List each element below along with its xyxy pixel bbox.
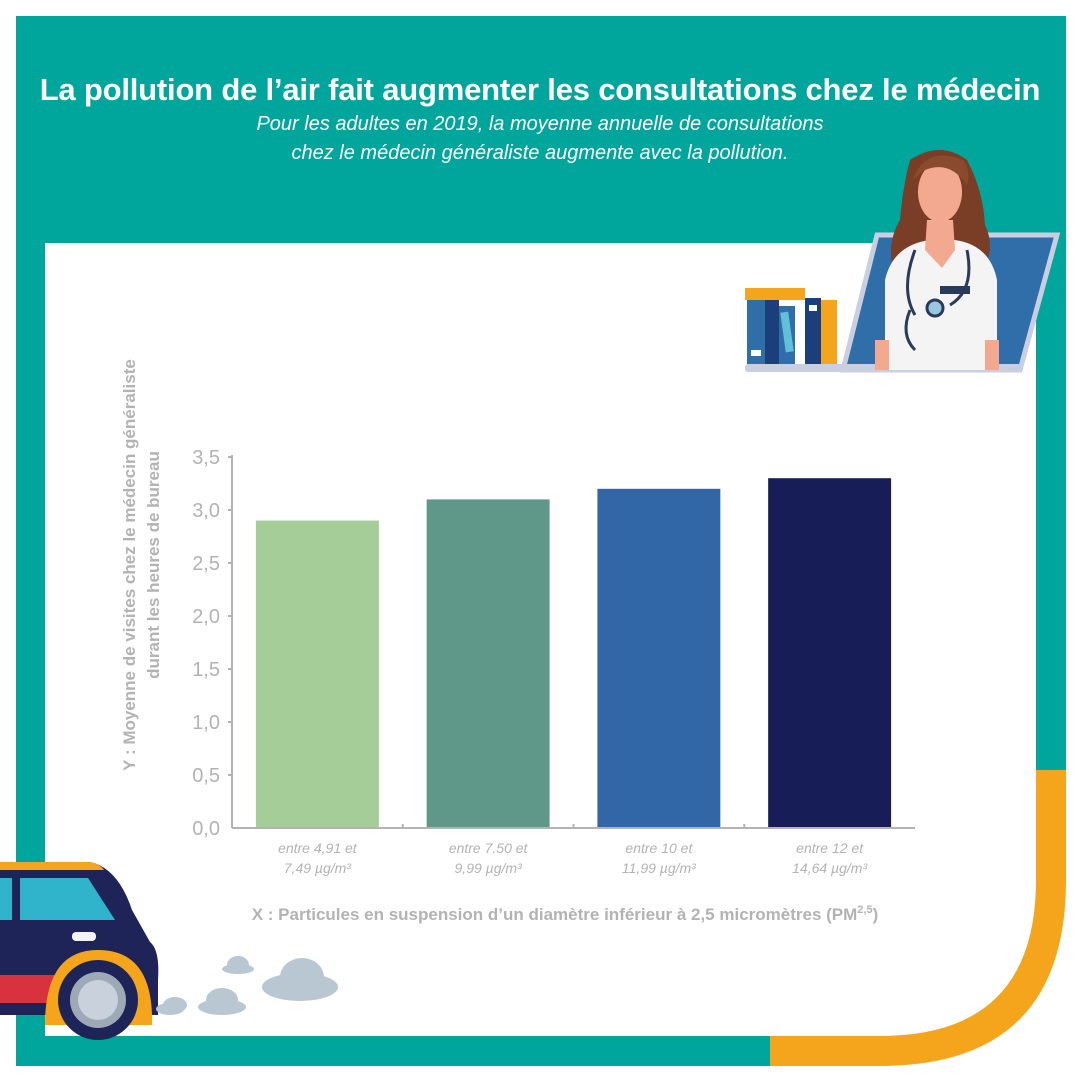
x-axis-title-superscript: 2,5	[857, 904, 872, 916]
bar	[597, 488, 721, 828]
x-category-label: 9,99 µg/m³	[455, 860, 523, 876]
page-title: La pollution de l’air fait augmenter les…	[39, 72, 1041, 107]
y-tick-label: 0,5	[192, 765, 220, 787]
x-axis-title-main: X : Particules en suspension d’un diamèt…	[252, 905, 858, 924]
right-border	[1036, 16, 1066, 776]
y-tick-label: 1,5	[192, 659, 220, 681]
y-tick-label: 1,0	[192, 712, 220, 734]
y-tick-label: 2,0	[192, 606, 220, 628]
x-axis-category-labels: entre 4,91 et 7,49 µg/m³ entre 7.50 et 9,99…	[278, 840, 867, 876]
x-category-label: entre 7.50 et	[449, 840, 529, 856]
x-category-label: entre 12 et	[796, 840, 864, 856]
x-axis-title: X : Particules en suspension d’un diamèt…	[252, 904, 879, 924]
car-illustration	[0, 862, 159, 1040]
x-category-label: entre 4,91 et	[278, 840, 358, 856]
doctor-laptop-illustration	[745, 150, 1061, 373]
subtitle-line-1: Pour les adultes en 2019, la moyenne ann…	[256, 113, 824, 135]
bar	[768, 478, 892, 828]
x-category-label: 7,49 µg/m³	[284, 860, 352, 876]
y-axis-title-line-1: Y : Moyenne de visites chez le médecin g…	[120, 359, 139, 771]
y-tick-label: 0,0	[192, 818, 220, 840]
orange-corner-arc	[770, 770, 1066, 1066]
books-illustration	[745, 288, 837, 365]
x-category-label: 11,99 µg/m³	[622, 860, 696, 876]
header-band	[16, 16, 1066, 243]
y-tick-label: 3,0	[192, 500, 220, 522]
y-axis-title: Y : Moyenne de visites chez le médecin g…	[120, 359, 163, 771]
bars	[255, 478, 892, 828]
y-axis-ticks: 0,0 0,5 1,0 1,5 2,0 2,5 3,0 3,5	[192, 447, 232, 840]
bottom-border	[16, 1036, 776, 1066]
y-tick-label: 3,5	[192, 447, 220, 469]
bar	[426, 499, 550, 828]
x-axis-title-end: )	[873, 905, 879, 924]
subtitle-line-2: chez le médecin généraliste augmente ave…	[291, 142, 789, 164]
exhaust-cloud-icon	[156, 956, 338, 1015]
x-category-label: entre 10 et	[625, 840, 693, 856]
bar	[255, 520, 379, 828]
y-tick-label: 2,5	[192, 553, 220, 575]
x-category-label: 14,64 µg/m³	[792, 860, 867, 876]
y-axis-title-line-2: durant les heures de bureau	[144, 451, 163, 679]
